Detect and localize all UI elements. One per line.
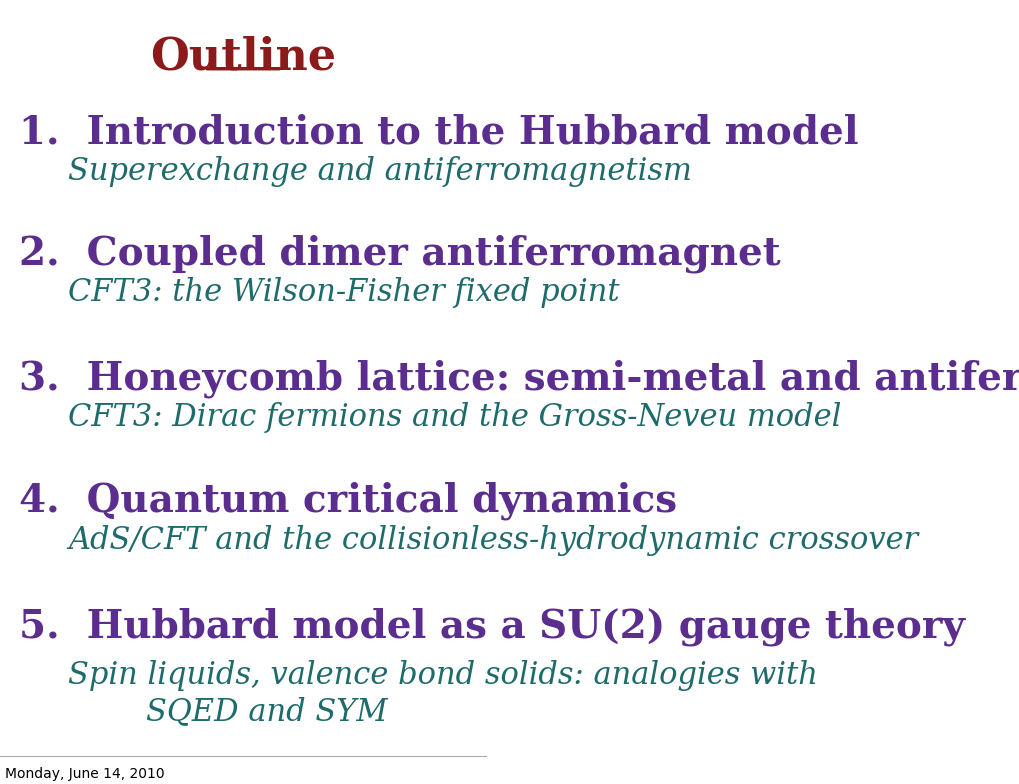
Text: CFT3: Dirac fermions and the Gross-Neveu model: CFT3: Dirac fermions and the Gross-Neveu…	[68, 402, 841, 433]
Text: 1.  Introduction to the Hubbard model: 1. Introduction to the Hubbard model	[19, 113, 858, 151]
Text: Superexchange and antiferromagnetism: Superexchange and antiferromagnetism	[68, 156, 691, 187]
Text: AdS/CFT and the collisionless-hydrodynamic crossover: AdS/CFT and the collisionless-hydrodynam…	[68, 524, 917, 556]
Text: CFT3: the Wilson-Fisher fixed point: CFT3: the Wilson-Fisher fixed point	[68, 278, 620, 308]
Text: 2.  Coupled dimer antiferromagnet: 2. Coupled dimer antiferromagnet	[19, 234, 781, 273]
Text: 4.  Quantum critical dynamics: 4. Quantum critical dynamics	[19, 482, 677, 521]
Text: 3.  Honeycomb lattice: semi-metal and antiferromagnetism: 3. Honeycomb lattice: semi-metal and ant…	[19, 359, 1019, 397]
Text: Monday, June 14, 2010: Monday, June 14, 2010	[5, 767, 164, 781]
Text: Outline: Outline	[150, 35, 336, 78]
Text: Spin liquids, valence bond solids: analogies with
        SQED and SYM: Spin liquids, valence bond solids: analo…	[68, 660, 817, 727]
Text: 5.  Hubbard model as a SU(2) gauge theory: 5. Hubbard model as a SU(2) gauge theory	[19, 608, 965, 646]
